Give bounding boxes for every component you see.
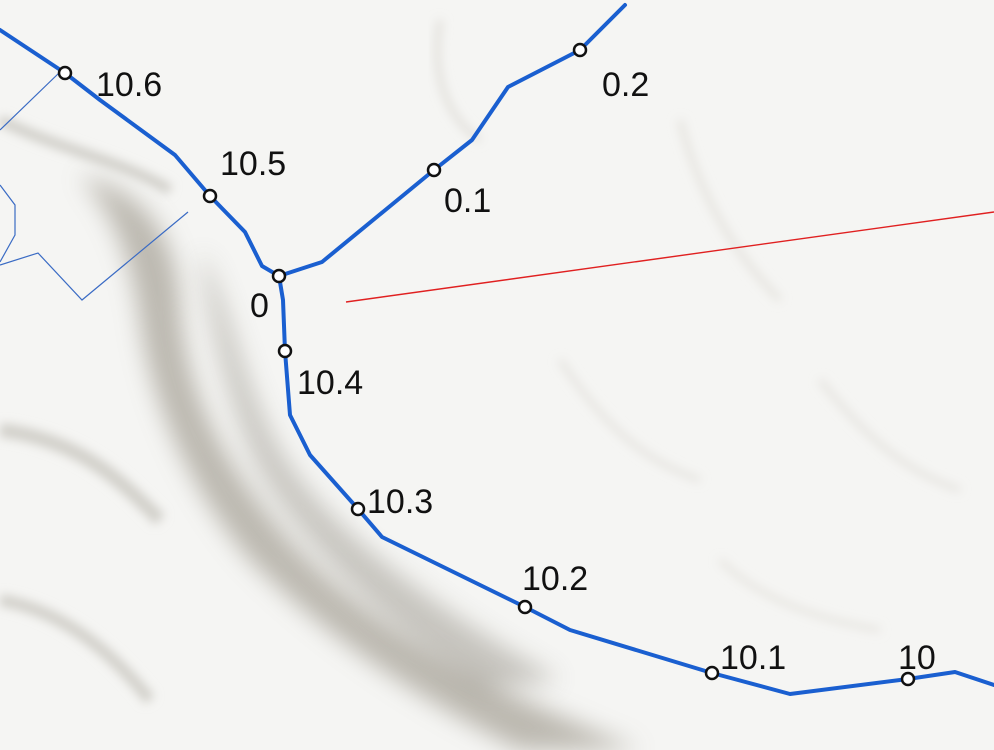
mile-label-10: 10 xyxy=(898,639,936,677)
boundary-polygon xyxy=(0,71,189,301)
mile-marker-10-3[interactable] xyxy=(350,501,366,517)
red-reference-line xyxy=(345,211,994,303)
mile-marker-10-5[interactable] xyxy=(202,188,218,204)
mile-label-0-1: 0.1 xyxy=(444,182,491,220)
mile-markers xyxy=(57,42,916,687)
mile-label-0-2: 0.2 xyxy=(602,66,649,104)
mile-marker-0-1[interactable] xyxy=(426,162,442,178)
mile-marker-10-1[interactable] xyxy=(704,665,720,681)
mile-marker-10-2[interactable] xyxy=(517,599,533,615)
main-river-line xyxy=(0,28,994,696)
mile-label-10-5: 10.5 xyxy=(220,145,286,183)
mile-label-10-4: 10.4 xyxy=(297,364,363,402)
mile-marker-10-6[interactable] xyxy=(57,65,73,81)
mile-label-10-2: 10.2 xyxy=(522,560,588,598)
mile-marker-10-4[interactable] xyxy=(277,343,293,359)
mile-marker-10[interactable] xyxy=(900,671,916,687)
mile-label-10-1: 10.1 xyxy=(720,639,786,677)
mile-label-10-3: 10.3 xyxy=(367,483,433,521)
mile-marker-0-2[interactable] xyxy=(572,42,588,58)
mile-label-0: 0 xyxy=(250,287,269,325)
mile-marker-0[interactable] xyxy=(271,268,287,284)
mile-label-10-6: 10.6 xyxy=(96,66,162,104)
